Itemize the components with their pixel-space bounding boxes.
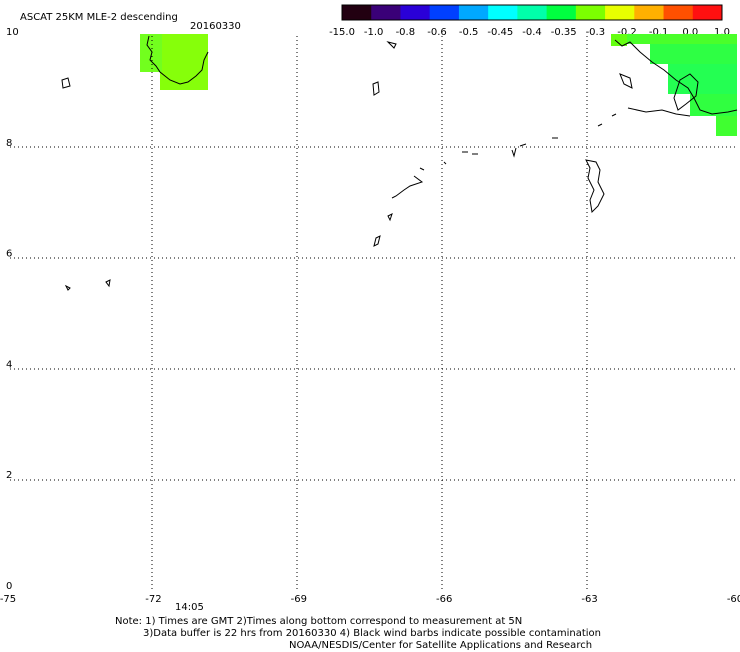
product-title: ASCAT 25KM MLE-2 descending bbox=[20, 12, 178, 23]
y-tick-label: 10 bbox=[6, 27, 19, 38]
islet-f bbox=[443, 161, 447, 165]
colorbar: -15.0 -1.0 -0.8 -0.6 -0.5 -0.45 -0.4 -0.35 -0.3-… bbox=[329, 4, 730, 38]
islet-e bbox=[373, 235, 381, 247]
colorbar-label: -0.35 bbox=[551, 27, 577, 38]
island-aruba bbox=[61, 77, 71, 89]
tobago-island bbox=[585, 159, 605, 214]
colorbar-segment bbox=[488, 5, 518, 20]
island-curacao bbox=[372, 81, 380, 96]
x-tick-label: -66 bbox=[436, 594, 452, 605]
colorbar-segment bbox=[517, 5, 548, 20]
y-tick-label: 0 bbox=[6, 581, 12, 592]
wind-swath-north-colombia bbox=[140, 34, 208, 90]
swath-time-label: 14:05 bbox=[175, 602, 204, 613]
note-line-1: Note: 1) Times are GMT 2)Times along bot… bbox=[115, 616, 523, 627]
x-tick-label: -69 bbox=[291, 594, 307, 605]
x-tick-label: -60 bbox=[727, 594, 740, 605]
coastlines bbox=[61, 35, 738, 291]
colorbar-segment bbox=[692, 5, 723, 20]
colorbar-label: 1.0 bbox=[714, 27, 730, 38]
colorbar-segment bbox=[663, 5, 694, 20]
colorbar-segment bbox=[342, 5, 372, 20]
colorbar-label: -0.8 bbox=[396, 27, 416, 38]
y-tick-label: 2 bbox=[6, 470, 12, 481]
graticule bbox=[10, 36, 735, 590]
colorbar-label: -0.2 bbox=[617, 27, 637, 38]
reef-chain-a bbox=[462, 151, 478, 155]
grenadines-chain bbox=[519, 113, 617, 147]
reef-chain-b bbox=[511, 147, 517, 158]
x-tick-label: -75 bbox=[0, 594, 16, 605]
y-tick-label: 8 bbox=[6, 138, 12, 149]
x-axis-ticks: -75 -72 -69 -66 -63 -60 bbox=[0, 594, 740, 605]
y-tick-label: 4 bbox=[6, 359, 12, 370]
note-line-3: NOAA/NESDIS/Center for Satellite Applica… bbox=[289, 640, 593, 651]
x-tick-label: -63 bbox=[581, 594, 597, 605]
colombia-coastline bbox=[146, 35, 209, 85]
islet-chain-c bbox=[391, 167, 425, 199]
colorbar-segment bbox=[400, 5, 431, 20]
colorbar-segment bbox=[575, 5, 606, 20]
colorbar-segment bbox=[371, 5, 401, 20]
islet-h bbox=[105, 279, 111, 288]
islet-d bbox=[387, 213, 393, 222]
colorbar-label: -15.0 bbox=[329, 27, 355, 38]
y-tick-label: 6 bbox=[6, 249, 12, 260]
colorbar-label: 0.0 bbox=[682, 27, 698, 38]
wind-swath-venezuela-coast bbox=[611, 34, 737, 136]
islet-g bbox=[64, 284, 71, 291]
note-line-2: 3)Data buffer is 22 hrs from 20160330 4)… bbox=[143, 628, 601, 639]
colorbar-label: -1.0 bbox=[364, 27, 384, 38]
delta-coast bbox=[627, 107, 691, 117]
y-axis-ticks: 0 2 4 6 8 10 bbox=[6, 27, 19, 592]
venezuela-coastline bbox=[614, 39, 738, 115]
colorbar-label: -0.1 bbox=[649, 27, 669, 38]
colorbar-segment bbox=[546, 5, 577, 20]
colorbar-label: -0.45 bbox=[487, 27, 513, 38]
colorbar-segment bbox=[458, 5, 489, 20]
colorbar-label: -0.6 bbox=[427, 27, 447, 38]
colorbar-label: -0.3 bbox=[586, 27, 606, 38]
colorbar-segment bbox=[605, 5, 635, 20]
x-tick-label: -72 bbox=[145, 594, 161, 605]
island-small-north bbox=[386, 41, 397, 49]
colorbar-segment bbox=[634, 5, 665, 20]
colorbar-label: -0.5 bbox=[459, 27, 479, 38]
trinidad-coast bbox=[673, 73, 699, 111]
colorbar-label: -0.4 bbox=[522, 27, 542, 38]
product-date: 20160330 bbox=[190, 21, 241, 32]
colorbar-segment bbox=[429, 5, 460, 20]
island-margarita bbox=[619, 73, 633, 89]
